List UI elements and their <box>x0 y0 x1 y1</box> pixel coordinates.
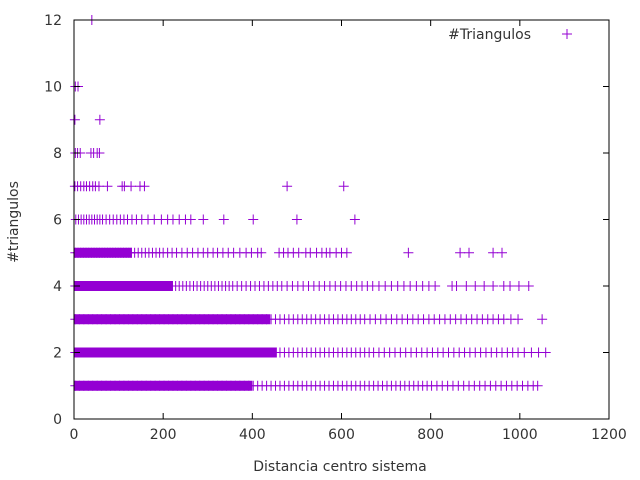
data-point <box>464 247 475 258</box>
data-point <box>461 281 472 291</box>
data-point <box>282 181 293 192</box>
data-point <box>537 314 548 325</box>
x-tick-label: 400 <box>239 427 266 443</box>
y-axis-label: #triangulos <box>6 181 22 263</box>
data-point <box>505 281 516 291</box>
legend-plus-mark <box>562 29 572 39</box>
data-point <box>455 247 466 258</box>
y-tick-label: 12 <box>44 13 62 29</box>
y-tick-label: 2 <box>53 346 62 362</box>
data-point <box>102 181 113 192</box>
data-point <box>532 380 543 391</box>
data-point <box>451 281 462 291</box>
x-tick-label: 1000 <box>502 427 538 443</box>
data-point <box>349 214 360 225</box>
data-point <box>248 214 259 225</box>
y-tick-label: 4 <box>53 279 62 295</box>
data-point <box>94 148 105 158</box>
axis-ticks: 0 200 400 600 800 1000 1200 0 2 4 6 8 10 12 <box>44 13 627 443</box>
data-point <box>403 247 414 258</box>
data-point <box>341 247 352 258</box>
legend-marker-plus-icon <box>562 29 572 39</box>
data-point <box>69 114 80 125</box>
data-point <box>185 214 196 225</box>
y-tick-label: 10 <box>44 80 62 96</box>
data-point <box>126 181 137 192</box>
data-point <box>513 281 524 291</box>
data-point <box>488 281 499 291</box>
data-point <box>430 281 441 291</box>
data-point <box>523 281 534 291</box>
data-points <box>69 15 551 391</box>
plot-border <box>73 19 610 420</box>
data-point <box>93 181 104 192</box>
x-tick-label: 200 <box>150 427 177 443</box>
y-tick-label: 0 <box>53 412 62 428</box>
data-point <box>218 214 229 225</box>
legend: #Triangulos <box>448 27 572 43</box>
dense-point-band <box>74 347 277 358</box>
data-point <box>479 281 490 291</box>
x-tick-label: 800 <box>417 427 444 443</box>
x-tick-label: 1200 <box>591 427 627 443</box>
dense-point-band <box>74 281 173 291</box>
data-point <box>139 181 150 192</box>
y-tick-label: 8 <box>53 146 62 162</box>
data-point <box>488 247 499 258</box>
data-point <box>256 247 267 258</box>
x-axis-label: Distancia centro sistema <box>253 459 426 475</box>
y-tick-label: 6 <box>53 213 62 229</box>
dense-point-band <box>74 380 253 391</box>
data-point <box>513 314 524 325</box>
data-point <box>94 114 105 125</box>
data-point <box>198 214 209 225</box>
data-point <box>470 281 481 291</box>
data-point <box>338 181 349 192</box>
x-tick-label: 0 <box>70 427 79 443</box>
dense-point-band <box>74 314 271 325</box>
x-tick-label: 600 <box>328 427 355 443</box>
data-point <box>497 247 507 258</box>
legend-label: #Triangulos <box>448 27 531 43</box>
data-point <box>291 214 302 225</box>
dense-point-band <box>74 247 132 258</box>
data-point <box>540 347 551 358</box>
